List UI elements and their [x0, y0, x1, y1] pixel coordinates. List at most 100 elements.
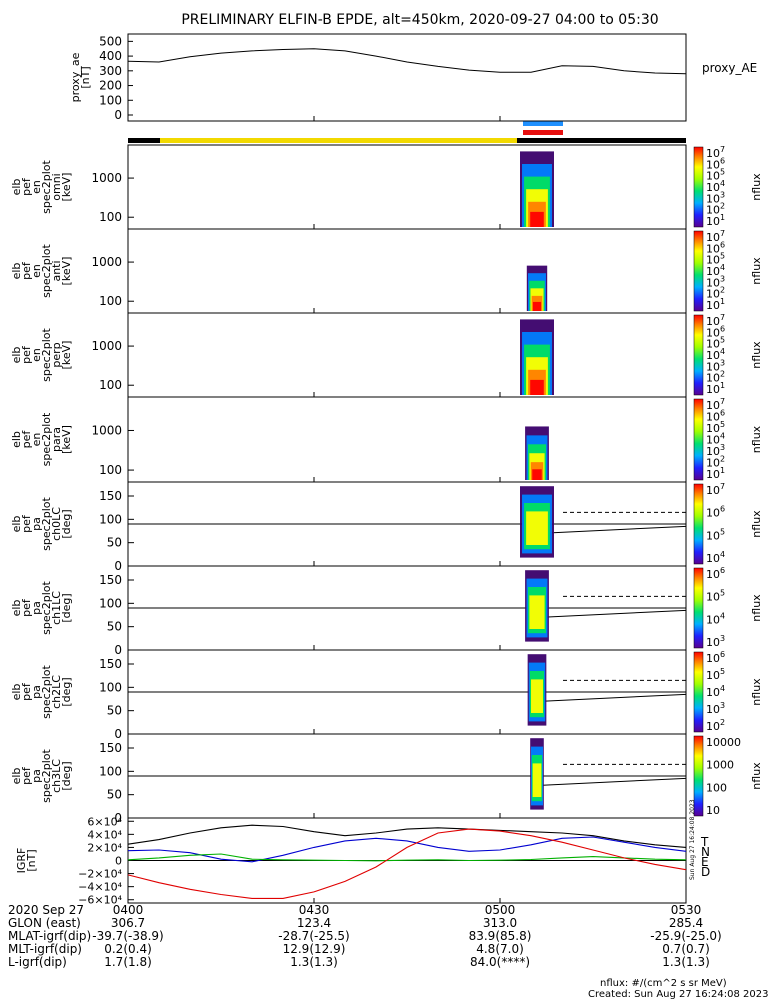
colorbar-gradient	[693, 651, 704, 733]
colorbar-label: nflux	[750, 425, 763, 453]
colorbar-tick-label: 101	[706, 466, 725, 481]
y-axis-label: pef	[20, 177, 33, 196]
spectrogram-cell	[529, 595, 545, 629]
colorbar-tick-label: 100	[706, 781, 727, 794]
y-tick-label: 50	[107, 620, 122, 634]
y-tick-label: 100	[99, 596, 122, 610]
y-tick-label: 500	[99, 34, 122, 48]
science-zone-blue	[523, 121, 563, 126]
y-tick-label: 300	[99, 64, 122, 78]
colorbar-tick-label: 106	[706, 505, 725, 520]
y-tick-label: 50	[107, 788, 122, 802]
y-tick-label: 100	[99, 378, 122, 392]
y-tick-label: 1000	[91, 171, 122, 185]
igrf-line-T	[127, 824, 687, 848]
y-axis-label: spec2plot	[40, 497, 53, 551]
colorbar-tick-exponent: 1	[720, 213, 725, 222]
legend-label: proxy_AE	[702, 61, 757, 75]
colorbar-tick-exponent: 6	[720, 240, 725, 249]
colorbar-tick-label: 101	[706, 381, 725, 396]
colorbar-tick-exponent: 7	[720, 313, 725, 322]
colorbar-tick-exponent: 3	[720, 701, 725, 710]
colorbar-tick-label: 103	[706, 701, 725, 716]
panel-frame	[127, 228, 687, 314]
footer-row-label: MLAT-igrf(dip)	[8, 929, 91, 943]
legend-label-D: D	[701, 865, 710, 879]
spectrogram-cell	[532, 763, 542, 797]
loss-cone-solid	[539, 525, 687, 534]
colorbar-tick-exponent: 5	[720, 252, 725, 261]
footer-value: 313.0	[483, 916, 517, 930]
y-axis-label: omni	[50, 173, 63, 200]
y-axis-label: [keV]	[60, 425, 73, 454]
y-axis-label: IGRF	[15, 848, 28, 874]
colorbar-tick-exponent: 7	[720, 145, 725, 154]
y-tick-label: 100	[99, 93, 122, 107]
y-axis-label: anti	[50, 260, 63, 281]
footer-value: 12.9(12.9)	[283, 942, 346, 956]
loss-cone-solid	[539, 777, 687, 786]
y-axis-label: elb	[10, 431, 23, 448]
colorbar-tick-exponent: 6	[720, 156, 725, 165]
y-axis-label: pef	[20, 430, 33, 449]
y-axis-label: pef	[20, 345, 33, 364]
footer-value: -25.9(-25.0)	[650, 929, 721, 943]
y-tick-label: 0	[114, 727, 122, 741]
y-axis-label: pa	[30, 685, 43, 699]
spectrogram-cell	[532, 469, 542, 480]
y-axis-label: spec2plot	[40, 581, 53, 635]
y-axis-label: spec2plot	[40, 412, 53, 466]
y-axis-label: spec2plot	[40, 160, 53, 214]
colorbar-gradient	[693, 398, 704, 481]
y-axis-label: pa	[30, 769, 43, 783]
y-tick-label: 150	[99, 573, 122, 587]
colorbar-tick-exponent: 2	[720, 202, 725, 211]
footer-note-units: nflux: #/(cm^2 s sr MeV)	[600, 978, 727, 989]
proxy-ae-line	[127, 48, 687, 75]
legend-label-E: E	[701, 855, 709, 869]
chart-title: PRELIMINARY ELFIN-B EPDE, alt=450km, 202…	[181, 12, 658, 28]
y-axis-label: [deg]	[60, 761, 73, 790]
colorbar: 107 106 105 104 nflux	[693, 482, 763, 565]
y-tick-label: 100	[99, 512, 122, 526]
y-axis-label: pa	[30, 601, 43, 615]
y-axis-label: spec2plot	[40, 244, 53, 298]
footer-row-label: MLT-igrf(dip)	[8, 942, 82, 956]
colorbar-tick-label: 103	[706, 634, 725, 649]
spectrogram-cell	[531, 679, 543, 713]
y-axis-label: [nT]	[25, 849, 38, 871]
y-axis-label: spec2plot	[40, 328, 53, 382]
footer-value: 306.7	[111, 916, 145, 930]
colorbar-tick-label: 101	[706, 297, 725, 312]
colorbar-tick-exponent: 7	[720, 229, 725, 238]
colorbar-label: nflux	[750, 510, 763, 538]
y-axis-label: spec2plot	[40, 749, 53, 803]
y-tick-label: 50	[107, 536, 122, 550]
colorbar: 10000 1000 100 10 nflux	[693, 735, 763, 817]
colorbar-tick-exponent: 2	[720, 455, 725, 464]
colorbar-tick-exponent: 6	[720, 566, 725, 575]
status-bar-yellow	[160, 138, 517, 143]
colorbar-tick-exponent: 5	[720, 420, 725, 429]
colorbar-tick-label: 106	[706, 650, 725, 665]
y-axis-label: elb	[10, 768, 23, 785]
legend-label-T: T	[700, 835, 709, 849]
colorbar-tick-label: 104	[706, 684, 725, 699]
y-tick-label: 0	[114, 559, 122, 573]
panel-7: elbpefpaspec2plotch1LC[deg]1501005001061…	[10, 565, 763, 657]
colorbar-tick-exponent: 7	[720, 397, 725, 406]
loss-cone-solid	[539, 693, 687, 702]
y-tick-label: 1000	[91, 339, 122, 353]
panel-frame	[127, 396, 687, 483]
y-tick-label: 1000	[91, 255, 122, 269]
y-axis-label: perp	[50, 342, 63, 367]
colorbar-tick-exponent: 4	[720, 550, 725, 559]
y-axis-label: elb	[10, 600, 23, 617]
colorbar: 106 105 104 103 102 nflux	[693, 650, 763, 733]
